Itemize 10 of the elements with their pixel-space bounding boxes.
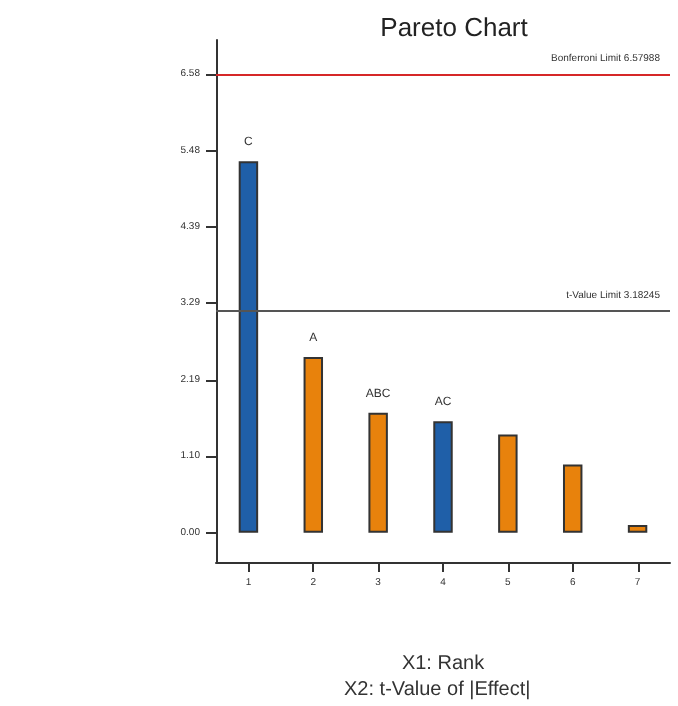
- bar: [627, 525, 648, 533]
- bar: [498, 434, 518, 533]
- bar: [562, 464, 583, 533]
- chart-title: Pareto Chart: [380, 12, 529, 42]
- text: X2: t-Value of |Effect|: [344, 679, 531, 701]
- bar: [368, 412, 388, 533]
- bar: [303, 357, 324, 533]
- x-axis-title: X1: Rank: [401, 653, 487, 675]
- bar: [238, 161, 259, 533]
- bar: [433, 421, 453, 533]
